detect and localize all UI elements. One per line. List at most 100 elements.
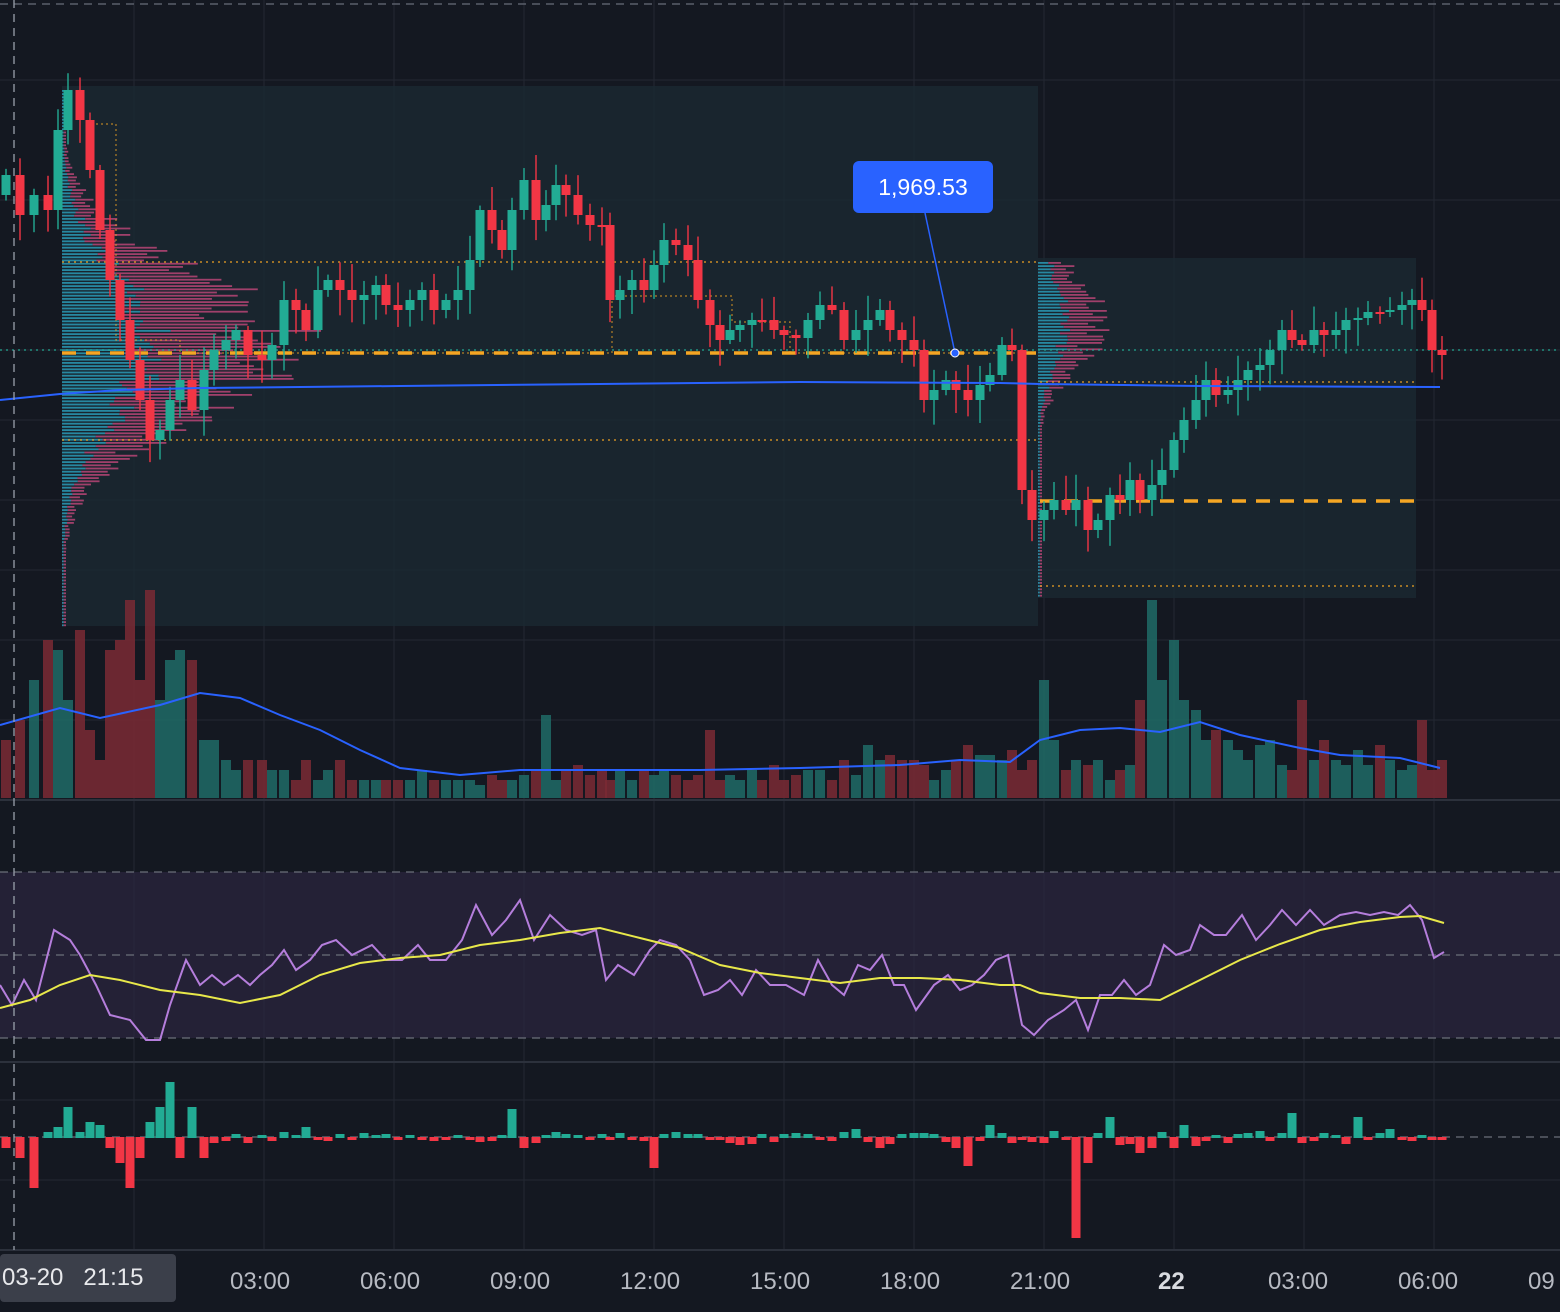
vp-bar-down xyxy=(1039,460,1042,463)
vp-bar-down xyxy=(83,230,114,233)
vp-bar-down xyxy=(142,365,254,367)
candle-down xyxy=(885,310,895,330)
candle-down xyxy=(43,195,53,210)
vp-bar-up xyxy=(1038,540,1040,543)
candle-down xyxy=(75,90,85,120)
candle-down xyxy=(85,120,95,170)
time-axis-label: 21:00 xyxy=(1010,1268,1071,1295)
vp-bar-up xyxy=(1038,406,1043,408)
histogram-bar-up xyxy=(1211,1135,1221,1138)
vp-bar-up xyxy=(62,192,71,195)
vp-bar-up xyxy=(62,115,64,118)
vp-bar-down xyxy=(1047,380,1061,383)
vp-bar-down xyxy=(63,570,66,572)
volume-bar-down xyxy=(1417,720,1427,798)
vp-bar-up xyxy=(62,96,64,99)
price-tag-anchor xyxy=(950,348,960,358)
vp-bar-down xyxy=(1059,303,1087,306)
vp-bar-up xyxy=(1038,486,1040,488)
candle-down xyxy=(115,280,125,320)
vp-bar-up xyxy=(1038,428,1040,431)
vp-bar-up xyxy=(62,237,84,239)
vp-bar-up xyxy=(62,467,86,470)
vp-bar-up xyxy=(62,470,82,473)
vp-bar-up xyxy=(1038,290,1060,293)
volume-bar-up xyxy=(659,770,669,798)
histogram-bar-up xyxy=(257,1135,267,1138)
vp-bar-down xyxy=(1039,463,1042,466)
histogram-bar-down xyxy=(885,1137,895,1144)
vp-bar-up xyxy=(62,208,79,211)
volume-bar-up xyxy=(1309,760,1319,798)
vp-bar-up xyxy=(62,326,137,329)
vp-bar-down xyxy=(1052,377,1071,379)
vp-bar-down xyxy=(1039,450,1042,453)
candle-up xyxy=(209,350,219,370)
vp-bar-up xyxy=(62,531,66,534)
volume-bar-down xyxy=(885,755,895,798)
volume-bar-up xyxy=(541,715,551,798)
volume-bar-up xyxy=(615,770,625,798)
vp-bar-down xyxy=(63,592,66,595)
histogram-bar-up xyxy=(683,1134,693,1138)
candle-down xyxy=(791,335,801,338)
vp-bar-down xyxy=(65,163,71,166)
vp-bar-down xyxy=(1039,470,1042,472)
vp-bar-up xyxy=(62,224,86,227)
histogram-bar-up xyxy=(1049,1131,1059,1138)
vp-bar-down xyxy=(63,547,67,550)
vp-bar-up xyxy=(1038,431,1040,434)
histogram-bar-down xyxy=(1437,1137,1447,1140)
histogram-bar-down xyxy=(827,1137,837,1141)
candle-up xyxy=(1243,370,1253,380)
histogram-bar-up xyxy=(757,1134,767,1138)
vp-bar-down xyxy=(1039,482,1042,485)
histogram-bar-down xyxy=(135,1137,145,1158)
candle-up xyxy=(359,295,369,300)
vp-bar-up xyxy=(62,400,115,403)
candle-up xyxy=(231,330,241,340)
vp-bar-down xyxy=(63,602,66,604)
vp-bar-down xyxy=(63,144,66,147)
candle-up xyxy=(221,340,231,350)
histogram-bar-up xyxy=(381,1134,391,1138)
vp-bar-up xyxy=(62,218,86,220)
volume-bar-up xyxy=(175,650,185,798)
volume-bar-down xyxy=(963,745,973,798)
vp-bar-up xyxy=(62,477,78,479)
vp-bar-up xyxy=(1038,553,1040,555)
vp-bar-up xyxy=(1038,482,1040,485)
time-axis-label: 03:00 xyxy=(230,1268,291,1295)
candle-down xyxy=(1083,500,1093,530)
vp-bar-up xyxy=(1038,495,1040,498)
candle-down xyxy=(381,285,391,305)
candle-down xyxy=(347,290,357,300)
volume-bar-down xyxy=(115,640,125,798)
vp-bar-down xyxy=(1039,540,1042,543)
histogram-bar-down xyxy=(605,1137,615,1140)
vp-bar-up xyxy=(1038,425,1040,427)
volume-bar-down xyxy=(243,760,253,798)
vp-bar-down xyxy=(1039,434,1042,437)
vp-bar-up xyxy=(62,608,64,611)
vp-bar-up xyxy=(62,422,113,425)
vp-bar-up xyxy=(62,147,65,150)
vp-bar-down xyxy=(67,512,75,515)
candle-up xyxy=(165,400,175,430)
price-label-tag[interactable]: 1,969.53 xyxy=(853,161,993,213)
volume-bar-up xyxy=(725,775,735,798)
vp-bar-down xyxy=(133,349,234,351)
volume-bar-down xyxy=(779,780,789,798)
vp-bar-up xyxy=(1038,502,1040,504)
vp-bar-up xyxy=(1038,313,1063,315)
vp-bar-up xyxy=(62,557,64,559)
candle-up xyxy=(1385,310,1395,312)
histogram-bar-down xyxy=(725,1137,735,1143)
vp-bar-down xyxy=(115,397,189,399)
volume-bar-up xyxy=(1363,765,1373,798)
vp-bar-up xyxy=(1038,415,1041,418)
volume-bar-down xyxy=(827,780,837,798)
candle-down xyxy=(839,310,849,340)
candle-up xyxy=(371,285,381,295)
